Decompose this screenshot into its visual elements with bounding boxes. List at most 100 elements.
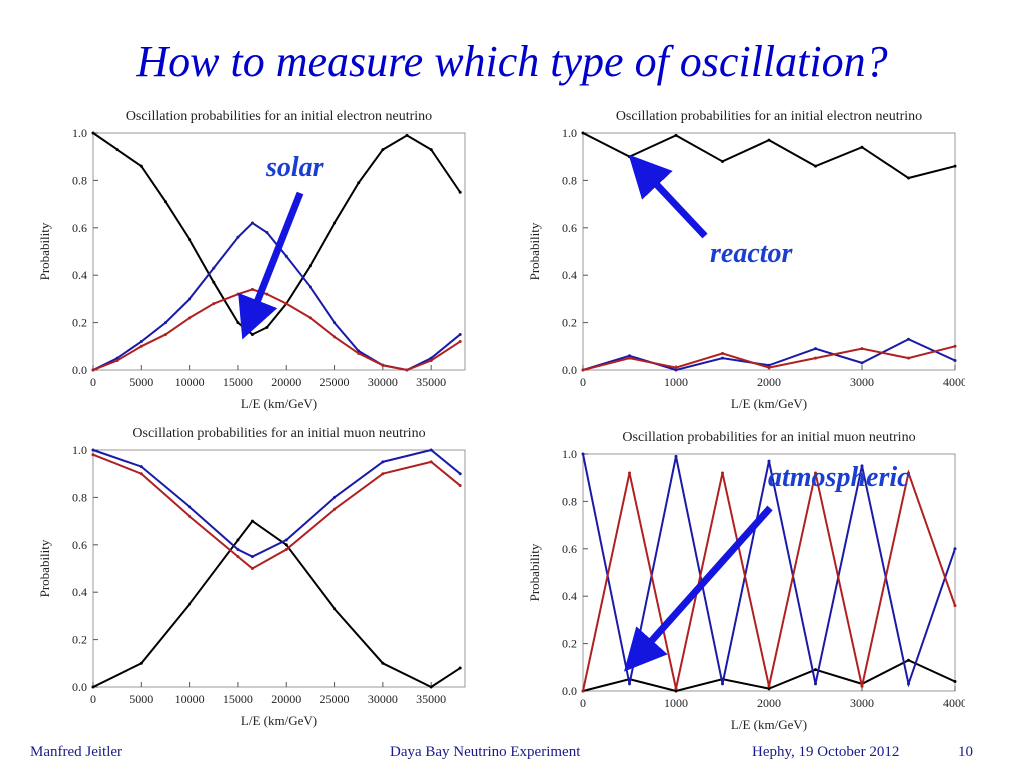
data-point [581, 689, 585, 693]
plot-frame [92, 449, 466, 688]
y-tick-label: 1.0 [562, 126, 577, 140]
data-point [188, 514, 192, 518]
data-point [907, 658, 910, 662]
chart-svg: Oscillation probabilities for an initial… [527, 109, 965, 411]
data-point [860, 361, 864, 365]
footer-date: Hephy, 19 October 2012 [752, 744, 900, 760]
data-point [767, 366, 771, 370]
chart-title: Oscillation probabilities for an initial… [126, 109, 432, 124]
series-line [92, 448, 461, 558]
x-tick-label: 4000 [943, 696, 965, 710]
data-point [674, 366, 678, 370]
data-point [429, 685, 433, 689]
series-line [582, 469, 956, 692]
data-point [721, 356, 724, 360]
data-point [381, 148, 385, 152]
y-tick-label: 1.0 [562, 447, 577, 461]
x-axis-label: L/E (km/GeV) [731, 717, 807, 732]
series-line [92, 288, 461, 372]
data-point [814, 682, 817, 686]
y-tick-label: 0.6 [562, 221, 577, 235]
chart-title: Oscillation probabilities for an initial… [616, 109, 922, 124]
x-tick-label: 5000 [129, 375, 153, 389]
data-point [139, 164, 143, 168]
data-point [458, 340, 462, 344]
x-tick-label: 3000 [850, 696, 874, 710]
data-point [236, 555, 240, 559]
x-tick-label: 0 [90, 692, 96, 706]
data-point [250, 519, 254, 523]
x-tick-label: 30000 [368, 692, 398, 706]
data-point [581, 131, 585, 135]
data-point [357, 351, 361, 355]
chart-muon-long-baseline: Oscillation probabilities for an initial… [35, 421, 475, 741]
data-point [139, 472, 143, 476]
data-point [284, 543, 288, 547]
data-point [381, 460, 385, 464]
data-point [91, 685, 95, 689]
data-point [250, 567, 254, 570]
data-point [265, 231, 269, 235]
annotation-reactor: reactor [710, 238, 793, 269]
data-point [212, 280, 216, 284]
data-point [405, 368, 409, 372]
data-point [429, 148, 433, 152]
x-tick-label: 2000 [757, 696, 781, 710]
y-axis-label: Probability [527, 543, 542, 601]
data-point [139, 661, 143, 665]
data-point [333, 495, 337, 499]
x-tick-label: 1000 [664, 375, 688, 389]
data-point [236, 538, 240, 542]
data-point [814, 356, 817, 360]
data-point [188, 297, 192, 301]
data-point [381, 472, 385, 476]
x-tick-label: 25000 [320, 375, 350, 389]
chart-svg: Oscillation probabilities for an initial… [527, 430, 965, 732]
data-point [333, 607, 337, 611]
data-point [91, 448, 95, 452]
data-point [628, 354, 631, 358]
data-point [236, 321, 240, 325]
x-tick-label: 20000 [271, 692, 301, 706]
x-tick-label: 15000 [223, 692, 253, 706]
chart-title: Oscillation probabilities for an initial… [622, 430, 915, 445]
data-point [581, 452, 585, 456]
data-point [357, 181, 361, 185]
data-point [139, 344, 143, 348]
y-tick-label: 0.2 [72, 633, 87, 647]
data-point [333, 507, 337, 511]
data-point [236, 235, 240, 239]
y-axis-label: Probability [37, 222, 52, 280]
data-point [721, 351, 724, 355]
data-point [308, 264, 312, 268]
chart-electron-long-baseline: Oscillation probabilities for an initial… [35, 104, 475, 424]
data-point [767, 687, 771, 691]
data-point [458, 190, 462, 194]
data-point [860, 684, 864, 688]
footer-event: Daya Bay Neutrino Experiment [390, 744, 581, 760]
data-point [581, 368, 585, 372]
chart-svg: Oscillation probabilities for an initial… [37, 426, 466, 728]
x-tick-label: 25000 [320, 692, 350, 706]
x-tick-label: 35000 [416, 375, 446, 389]
data-point [721, 682, 724, 686]
x-tick-label: 0 [580, 375, 586, 389]
data-point [767, 363, 771, 367]
data-point [767, 684, 771, 688]
x-axis-label: L/E (km/GeV) [241, 396, 317, 411]
data-point [308, 285, 312, 289]
data-point [860, 347, 864, 351]
series-line [92, 453, 461, 570]
data-point [250, 221, 254, 225]
data-point [628, 682, 631, 686]
data-point [91, 368, 95, 372]
y-tick-label: 0.4 [562, 268, 577, 282]
y-tick-label: 0.0 [72, 680, 87, 694]
y-tick-label: 0.4 [562, 589, 577, 603]
data-point [333, 321, 337, 325]
data-point [907, 176, 910, 180]
data-point [953, 547, 957, 551]
data-point [250, 287, 254, 291]
data-point [458, 484, 462, 488]
data-point [860, 464, 864, 468]
